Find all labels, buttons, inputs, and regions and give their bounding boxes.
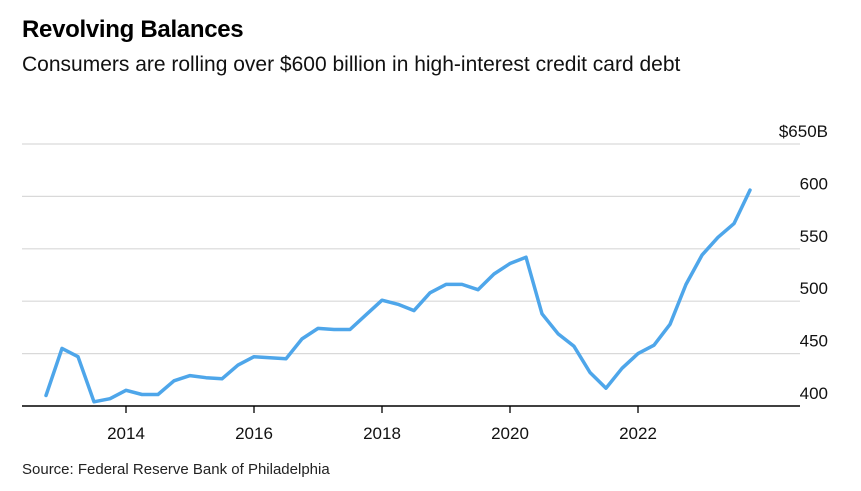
x-axis-labels: 2014 2016 2018 2020 2022 bbox=[107, 424, 657, 443]
series-line-revolving-balances bbox=[44, 188, 752, 404]
x-tick-label: 2022 bbox=[619, 424, 657, 443]
x-tick-label: 2018 bbox=[363, 424, 401, 443]
y-tick-label: 550 bbox=[800, 227, 828, 246]
y-tick-label: 450 bbox=[800, 332, 828, 351]
x-tick-label: 2014 bbox=[107, 424, 145, 443]
source-note: Source: Federal Reserve Bank of Philadel… bbox=[22, 461, 330, 478]
chart-subtitle: Consumers are rolling over $600 billion … bbox=[22, 53, 681, 76]
x-tick-label: 2016 bbox=[235, 424, 273, 443]
data-points bbox=[46, 190, 750, 402]
y-axis-labels: 400 450 500 550 600 $650B bbox=[779, 122, 828, 403]
x-axis bbox=[22, 405, 800, 413]
gridlines bbox=[22, 143, 800, 355]
x-tick-label: 2020 bbox=[491, 424, 529, 443]
y-tick-label: 600 bbox=[800, 174, 828, 193]
y-tick-label: $650B bbox=[779, 122, 828, 141]
y-tick-label: 500 bbox=[800, 279, 828, 298]
y-tick-label: 400 bbox=[800, 384, 828, 403]
chart-title: Revolving Balances bbox=[22, 16, 244, 43]
